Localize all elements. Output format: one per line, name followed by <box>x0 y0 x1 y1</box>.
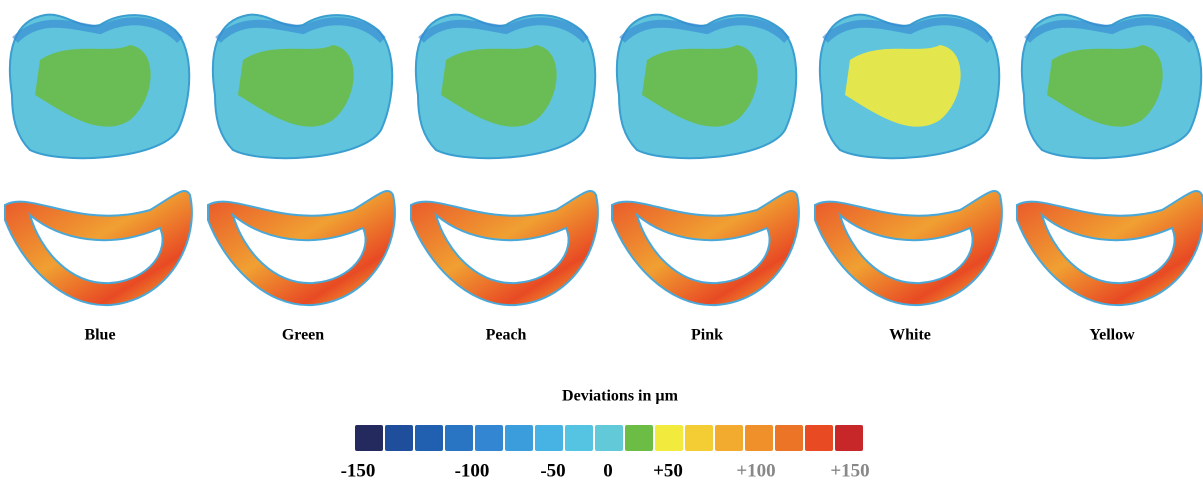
scale-swatch <box>805 425 833 451</box>
scale-swatch <box>505 425 533 451</box>
scale-swatch <box>595 425 623 451</box>
tooth-rim <box>619 17 790 43</box>
scale-tick-label: +50 <box>653 460 683 481</box>
tooth-rim <box>418 17 589 43</box>
scale-tick-label: +150 <box>830 460 869 481</box>
scale-tick-label: -50 <box>540 460 565 481</box>
tooth-rim <box>215 17 386 43</box>
tooth-rim <box>1024 17 1195 43</box>
deviation-patch <box>845 45 961 127</box>
deviation-patch <box>35 45 151 127</box>
scale-swatch <box>655 425 683 451</box>
specimen-label: Green <box>282 327 324 344</box>
scale-swatch <box>715 425 743 451</box>
scale-swatch <box>385 425 413 451</box>
scale-tick-label: 0 <box>603 460 613 481</box>
scale-swatch <box>475 425 503 451</box>
deviation-patch <box>642 45 758 127</box>
scale-swatch <box>415 425 443 451</box>
tooth-margin <box>410 190 599 307</box>
scale-tick-label: -150 <box>341 460 376 481</box>
tooth-rim <box>822 17 993 43</box>
specimen-label: Blue <box>84 327 115 344</box>
color-scale: -150 -100 -50 0 +50 +100 +150 <box>341 425 870 481</box>
specimen-label: Peach <box>486 327 527 344</box>
tooth-margin <box>611 190 800 307</box>
specimen-label: Yellow <box>1089 327 1135 344</box>
deviation-patch <box>1047 45 1163 127</box>
scale-swatch <box>775 425 803 451</box>
scale-swatch <box>625 425 653 451</box>
scale-swatch <box>565 425 593 451</box>
deviation-patch <box>238 45 354 127</box>
scale-swatch <box>445 425 473 451</box>
scale-swatch <box>355 425 383 451</box>
scale-tick-label: -100 <box>455 460 490 481</box>
tooth-margin <box>814 190 1003 307</box>
scale-tick-label: +100 <box>736 460 775 481</box>
scale-swatch <box>685 425 713 451</box>
scale-swatch <box>745 425 773 451</box>
specimens: Blue Green Peach Pink White Yellow <box>4 13 1203 344</box>
tooth-rim <box>12 17 183 43</box>
legend-title: Deviations in µm <box>562 388 679 405</box>
deviation-patch <box>441 45 557 127</box>
specimen-label: White <box>889 327 931 344</box>
specimen-label: Pink <box>691 327 723 344</box>
tooth-margin <box>4 190 193 307</box>
tooth-margin <box>1016 190 1203 307</box>
scale-swatch <box>535 425 563 451</box>
tooth-margin <box>207 190 396 307</box>
scale-swatch <box>835 425 863 451</box>
